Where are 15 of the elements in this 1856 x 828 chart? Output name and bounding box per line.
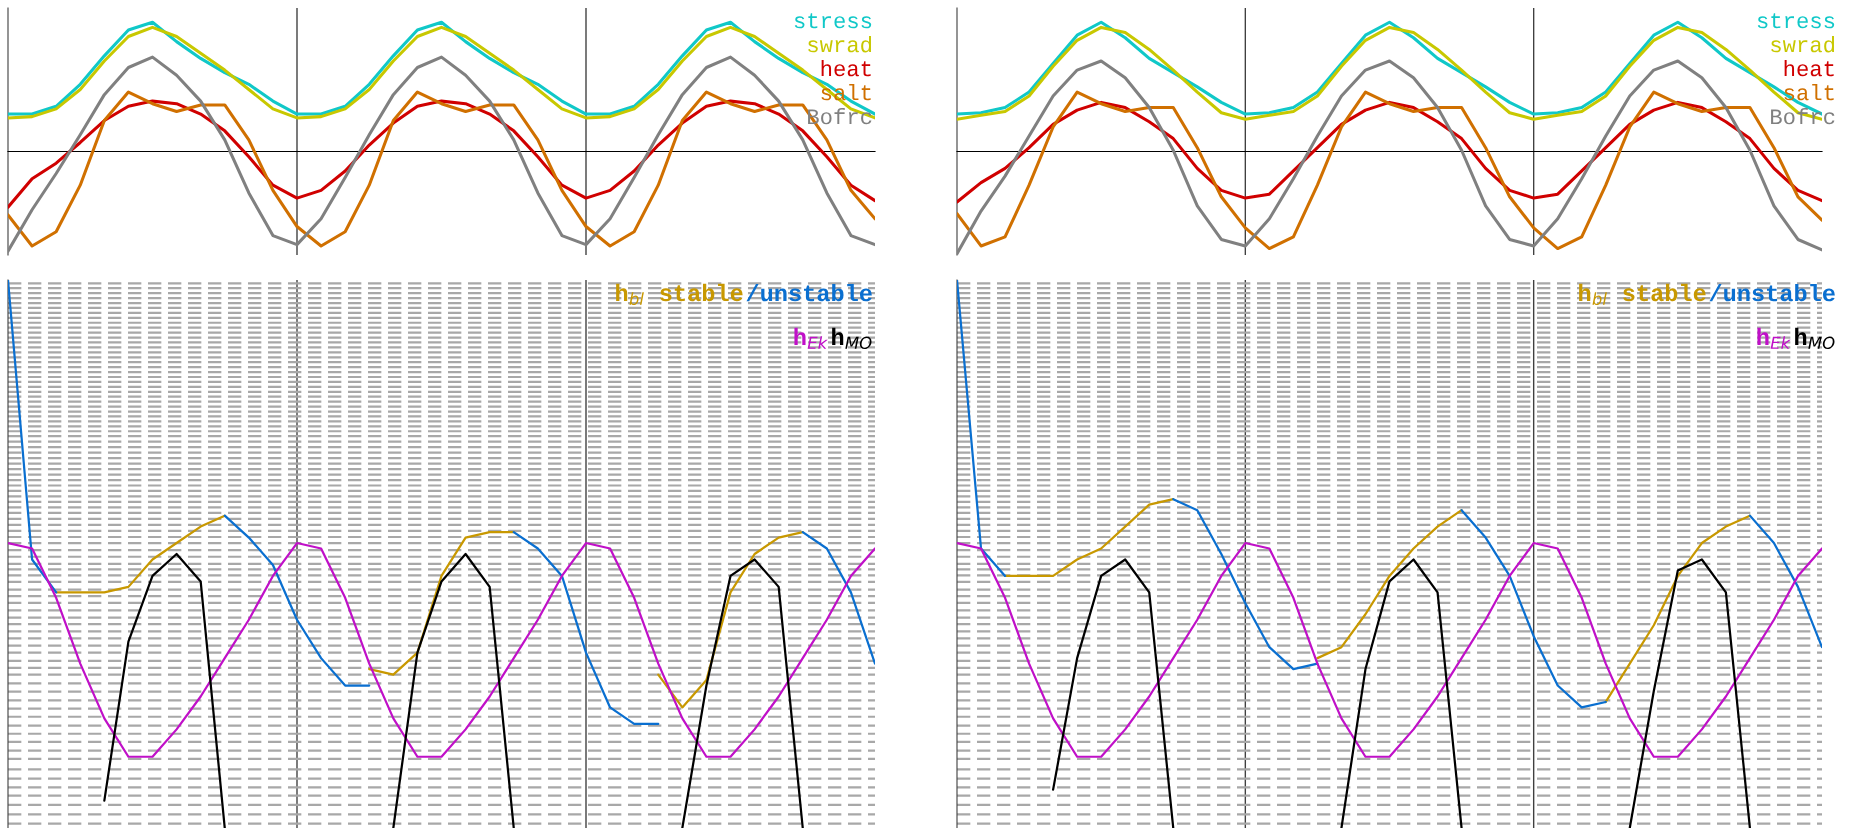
text: /unstable <box>746 284 872 302</box>
text: heat <box>1784 60 1834 77</box>
series-label: stress <box>1757 13 1835 29</box>
series-label: swrad <box>1771 36 1835 53</box>
text: h$_{Ek}$ <box>1757 327 1791 349</box>
series-label: swrad <box>808 36 872 53</box>
series-label: stress <box>794 13 872 29</box>
text: h$_{MO}$ <box>1795 327 1835 350</box>
text: h$_{bl}$ stable <box>616 283 743 306</box>
text: h$_{Ek}$ <box>794 327 828 349</box>
text: h$_{bl}$ stable <box>1579 283 1706 306</box>
text: h$_{MO}$ <box>832 327 872 350</box>
series-label: salt <box>1784 84 1834 101</box>
text: /unstable <box>1709 284 1835 302</box>
text: heat <box>821 60 871 77</box>
